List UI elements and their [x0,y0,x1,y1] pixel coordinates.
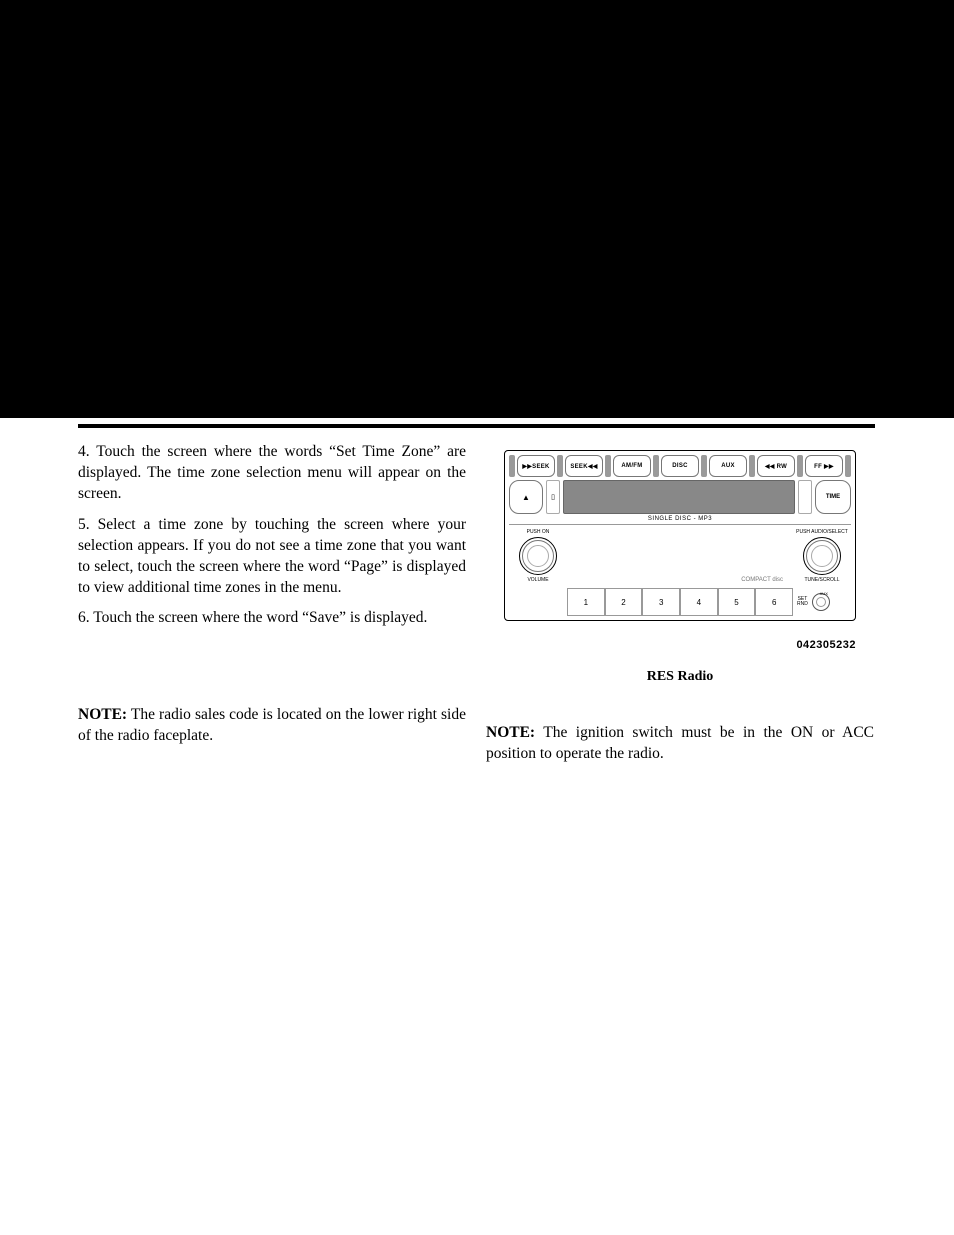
notch-right [845,455,851,477]
aux-jack-label: AUX [820,591,828,596]
preset-6-button[interactable]: 6 [755,588,793,616]
preset-spacer-right: SET RND AUX [793,588,851,616]
radio-top-button-row: ▶▶SEEK SEEK◀◀ AM/FM DISC AUX ◀◀ RW FF ▶▶ [509,455,851,477]
am-fm-button[interactable]: AM/FM [613,455,651,477]
note-text: The ignition switch must be in the ON or… [486,724,874,762]
divider [509,524,851,525]
radio-figure: ▶▶SEEK SEEK◀◀ AM/FM DISC AUX ◀◀ RW FF ▶▶… [504,450,856,685]
top-black-region [0,0,954,418]
single-disc-label: SINGLE DISC - MP3 [509,516,851,522]
note-text: The radio sales code is located on the l… [78,706,466,744]
left-indicator: ▯ [546,480,560,514]
notch-left [509,455,515,477]
preset-2-button[interactable]: 2 [605,588,643,616]
step-6-text: 6. Touch the screen where the word “Save… [78,608,466,629]
seek-forward-button[interactable]: ▶▶SEEK [517,455,555,477]
figure-code: 042305232 [504,639,856,651]
volume-label: VOLUME [527,577,548,583]
notch [557,455,563,477]
seek-back-button[interactable]: SEEK◀◀ [565,455,603,477]
preset-spacer-left [509,588,567,616]
set-rnd-button[interactable]: SET RND [797,597,808,607]
tune-scroll-label: TUNE/SCROLL [804,577,839,583]
step-4-text: 4. Touch the screen where the words “Set… [78,442,466,505]
time-button[interactable]: TIME [815,480,851,514]
radio-faceplate: ▶▶SEEK SEEK◀◀ AM/FM DISC AUX ◀◀ RW FF ▶▶… [504,450,856,621]
disc-button[interactable]: DISC [661,455,699,477]
rnd-label: RND [797,602,808,607]
left-note: NOTE: The radio sales code is located on… [78,705,466,747]
notch [701,455,707,477]
right-column: ▶▶SEEK SEEK◀◀ AM/FM DISC AUX ◀◀ RW FF ▶▶… [486,450,874,765]
fast-forward-button[interactable]: FF ▶▶ [805,455,843,477]
rewind-button[interactable]: ◀◀ RW [757,455,795,477]
left-column: 4. Touch the screen where the words “Set… [78,442,466,747]
step-5-text: 5. Select a time zone by touching the sc… [78,515,466,599]
preset-4-button[interactable]: 4 [680,588,718,616]
notch [605,455,611,477]
radio-mid-row: PUSH ON VOLUME COMPACT disc PUSH AUDIO/S… [509,527,851,585]
tune-scroll-knob[interactable] [803,537,841,575]
preset-5-button[interactable]: 5 [718,588,756,616]
radio-preset-row: 1 2 3 4 5 6 SET RND AUX [509,588,851,616]
figure-caption: RES Radio [504,669,856,685]
preset-1-button[interactable]: 1 [567,588,605,616]
volume-knob[interactable] [519,537,557,575]
radio-lcd-display [563,480,795,514]
radio-center-panel: COMPACT disc [567,527,793,585]
eject-button[interactable]: ▲ [509,480,543,514]
right-indicator [798,480,812,514]
tune-knob-block: PUSH AUDIO/SELECT TUNE/SCROLL [793,527,851,585]
preset-3-button[interactable]: 3 [642,588,680,616]
notch [749,455,755,477]
push-audio-select-label: PUSH AUDIO/SELECT [796,529,848,535]
note-label: NOTE: [486,724,535,741]
notch [653,455,659,477]
right-note: NOTE: The ignition switch must be in the… [486,723,874,765]
push-on-label: PUSH ON [527,529,550,535]
note-label: NOTE: [78,706,127,723]
compact-disc-logo: COMPACT disc [741,577,783,583]
volume-knob-block: PUSH ON VOLUME [509,527,567,585]
aux-button[interactable]: AUX [709,455,747,477]
notch [797,455,803,477]
radio-display-row: ▲ ▯ TIME [509,480,851,514]
horizontal-rule [78,424,875,428]
